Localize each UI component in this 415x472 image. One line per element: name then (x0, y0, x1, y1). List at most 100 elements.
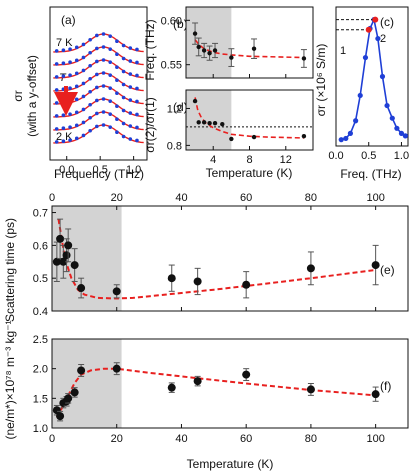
panel-a-point-6-12 (135, 60, 139, 65)
panel-a-point-5-1 (61, 74, 66, 78)
panel-e-tag: (e) (380, 263, 395, 277)
panel-b-point-2 (201, 48, 207, 53)
panel-f-yaxis-label-3: 2.5 (33, 334, 48, 346)
panel-a-point-6-1 (61, 61, 66, 65)
panel-c-point-4 (357, 92, 363, 99)
panel-a-point-2-1 (61, 113, 66, 117)
panel-c-point-8 (375, 35, 381, 42)
panel-a-xlabel: Frequency (THz) (54, 167, 144, 181)
panel-a-point-6-2 (68, 60, 72, 64)
panel-d-xaxis-label-0: 4 (210, 154, 216, 166)
panel-a-point-5-4 (81, 68, 86, 73)
panel-f-xaxis-label-1: 20 (111, 433, 123, 445)
panel-f-point-10 (242, 370, 251, 379)
panel-a-point-7-3 (74, 45, 79, 50)
panel-f-point-4 (64, 394, 73, 403)
panel-b-shaded-region (186, 7, 232, 78)
panel-a-point-4-12 (135, 86, 139, 91)
panel-d-point-0 (192, 98, 198, 104)
panel-a-point-3-0 (54, 101, 59, 105)
panel-c-xaxis-label-1: 0.5 (361, 150, 376, 162)
panel-a-point-1-12 (135, 125, 139, 130)
panel-a-point-4-8 (108, 73, 113, 77)
panel-a-point-5-5 (88, 63, 92, 68)
panel-f-yaxis-label-2: 2.0 (33, 364, 48, 376)
panel-a-point-0-4 (81, 133, 86, 138)
panel-f-xaxis-label-3: 60 (240, 433, 252, 445)
panel-e-top-xaxis-label-5: 100 (366, 192, 384, 204)
panel-a-point-2-4 (81, 107, 86, 112)
panel-a-point-1-7 (101, 110, 106, 114)
panel-d-point-5 (220, 121, 225, 127)
panel-a-point-2-7 (101, 97, 106, 101)
panel-f-yaxis-label-0: 1.0 (33, 423, 48, 435)
panel-e-frame (51, 205, 409, 312)
panel-d-xaxis-label-2: 12 (280, 154, 292, 166)
panel-a-point-0-12 (135, 138, 139, 143)
panel-a-point-0-6 (95, 124, 99, 129)
panel-a-point-3-8 (108, 86, 113, 90)
panel-e-ylabel: Scattering time (ps) (3, 218, 17, 322)
panel-c-point-11 (389, 115, 395, 121)
panel-b-tag: (b) (173, 17, 188, 31)
panel-a-point-4-11 (128, 85, 133, 89)
panel-c-tag: (c) (380, 15, 394, 29)
panel-a-point-6-9 (115, 52, 119, 56)
panel-a-xaxis-label-2: 1.0 (126, 164, 141, 176)
panel-c-line (340, 17, 406, 141)
panel-a-point-1-1 (61, 126, 66, 130)
panel-e-point-10 (242, 280, 251, 289)
panel-f-xaxis-label-5: 100 (366, 433, 384, 445)
panel-c-point-0 (338, 137, 344, 143)
panel-f-point-11 (306, 385, 315, 394)
panel-f-point-6 (77, 366, 86, 375)
panel-b-point-7 (301, 56, 307, 61)
panel-a-point-4-7 (101, 71, 106, 75)
panel-a-point-3-7 (101, 84, 106, 88)
panel-a-point-1-4 (81, 120, 86, 125)
panel-b-point-5 (229, 55, 234, 60)
panel-e-top-xaxis-label-2: 40 (175, 192, 187, 204)
panel-a-point-5-3 (74, 71, 79, 76)
panel-a-point-2-9 (115, 104, 119, 108)
panel-f-frame (51, 338, 409, 429)
panel-a-point-6-11 (128, 59, 133, 63)
panel-a-point-7-1 (61, 48, 66, 52)
panel-a-point-0-10 (121, 134, 126, 139)
panel-a-point-3-4 (81, 94, 86, 99)
panel-a-point-3-9 (115, 91, 119, 95)
panel-f-point-12 (371, 390, 380, 399)
panel-f-point-8 (167, 383, 176, 392)
panel-e-yaxis-label-0: 0.4 (33, 306, 48, 318)
panel-b-point-1 (196, 44, 201, 50)
panel-a-point-6-10 (121, 56, 126, 61)
panel-a-point-2-5 (88, 102, 92, 107)
panel-a-point-3-11 (128, 98, 133, 102)
panel-e-point-6 (77, 284, 86, 293)
panel-a-point-1-6 (95, 111, 99, 116)
panel-e-point-11 (306, 264, 315, 273)
panel-c-xlabel: Freq. (THz) (340, 167, 401, 181)
panel-f-point-5 (70, 388, 79, 397)
panel-a-point-4-5 (88, 76, 92, 81)
panel-b-point-3 (207, 50, 212, 56)
panel-a-point-1-10 (121, 121, 126, 126)
panel-e-point-4 (64, 241, 73, 250)
panel-a-point-6-3 (74, 58, 79, 63)
panel-d-point-4 (212, 121, 218, 126)
panel-a-point-5-12 (135, 73, 139, 78)
panel-a-point-7-4 (81, 42, 86, 47)
panel-f-xlabel: Temperature (K) (187, 457, 274, 471)
panel-b-point-0 (192, 31, 198, 36)
panel-a-point-1-9 (115, 117, 119, 121)
panel-d-tag: (d) (173, 100, 188, 114)
panel-c-marker-1-label: 1 (340, 45, 346, 57)
panel-b-point-4 (212, 48, 218, 53)
panel-e-yaxis-label-2: 0.6 (33, 240, 48, 252)
panel-c-ylabel: σr (×10⁶ S/m) (314, 44, 328, 117)
panel-c-marker-2 (372, 16, 379, 23)
panel-a-point-2-6 (95, 98, 99, 103)
panel-e-point-7 (112, 287, 121, 296)
panel-a-point-4-10 (121, 82, 126, 87)
panel-a-point-3-6 (95, 85, 99, 90)
